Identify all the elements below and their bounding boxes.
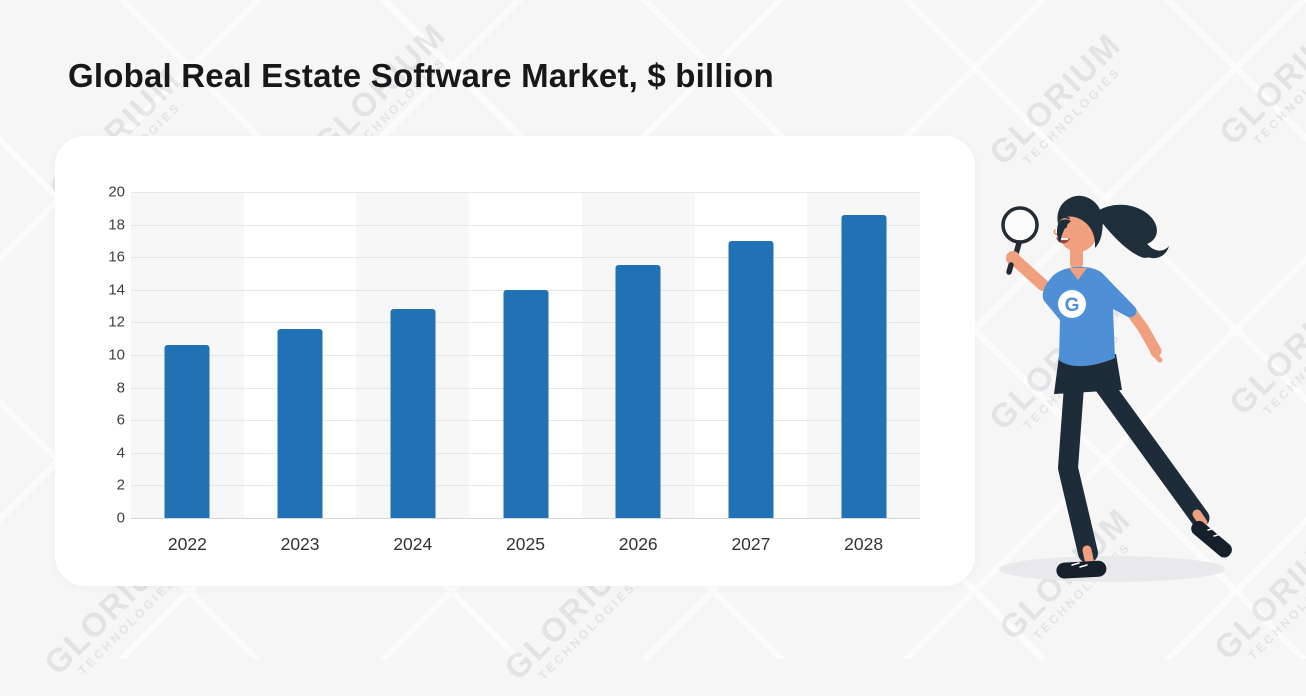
- logo-letter: G: [1065, 295, 1080, 316]
- bar-2025: [503, 289, 548, 518]
- gridline: [131, 257, 920, 259]
- x-tick-label: 2027: [731, 534, 771, 554]
- gridline: [131, 224, 920, 226]
- x-tick-label: 2023: [280, 534, 320, 554]
- right-leg: [1092, 373, 1232, 558]
- magnifying-glass-icon: [1001, 206, 1039, 275]
- y-tick-label: 6: [116, 411, 125, 429]
- hand: [1006, 251, 1020, 265]
- bar-2024: [390, 309, 436, 518]
- shirt-logo: G: [1058, 290, 1086, 318]
- bar-2027: [728, 240, 774, 518]
- hair: [1056, 195, 1103, 248]
- nose: [1053, 229, 1058, 236]
- gridline: [131, 518, 920, 519]
- t-shirt: [1042, 266, 1137, 367]
- y-tick-label: 12: [108, 313, 125, 331]
- right-arm: [1123, 303, 1163, 363]
- y-tick-label: 10: [108, 346, 125, 364]
- ground-shadow: [999, 556, 1225, 582]
- y-tick-label: 16: [108, 248, 125, 266]
- y-tick-label: 4: [116, 444, 125, 462]
- x-tick-label: 2028: [844, 534, 884, 554]
- y-tick-label: 8: [116, 379, 125, 397]
- y-tick-label: 0: [116, 509, 125, 527]
- bar-2022: [164, 345, 210, 518]
- gridline: [131, 192, 920, 193]
- ponytail: [1096, 204, 1169, 259]
- x-tick-label: 2024: [393, 534, 433, 554]
- bar-2026: [615, 265, 661, 518]
- bar-2023: [277, 328, 323, 518]
- page-title: Global Real Estate Software Market, $ bi…: [68, 57, 774, 94]
- right-shoe: [1191, 520, 1232, 558]
- y-tick-label: 14: [108, 281, 125, 299]
- y-tick-label: 18: [108, 216, 125, 234]
- y-axis: 0 2 4 6 8 10 12 14 16 18 20: [55, 184, 125, 527]
- x-tick-label: 2022: [167, 534, 207, 554]
- y-tick-label: 20: [108, 183, 125, 201]
- x-tick-label: 2026: [618, 534, 658, 554]
- y-tick-label: 2: [116, 476, 125, 494]
- x-tick-label: 2025: [506, 534, 545, 554]
- bar-2028: [841, 214, 887, 518]
- neckline: [1069, 268, 1087, 280]
- plot-area: [131, 192, 920, 519]
- neck: [1070, 248, 1083, 268]
- left-shoe: [1056, 560, 1107, 579]
- x-axis: 2022 2023 2024 2025 2026 2027 2028: [131, 528, 920, 560]
- left-leg: [1056, 376, 1107, 579]
- woman-with-magnifying-glass-illustration: G: [999, 195, 1232, 582]
- chart-card: 0 2 4 6 8 10 12 14 16 18 20 2022 2023 2024 2025 2026 20…: [55, 136, 975, 586]
